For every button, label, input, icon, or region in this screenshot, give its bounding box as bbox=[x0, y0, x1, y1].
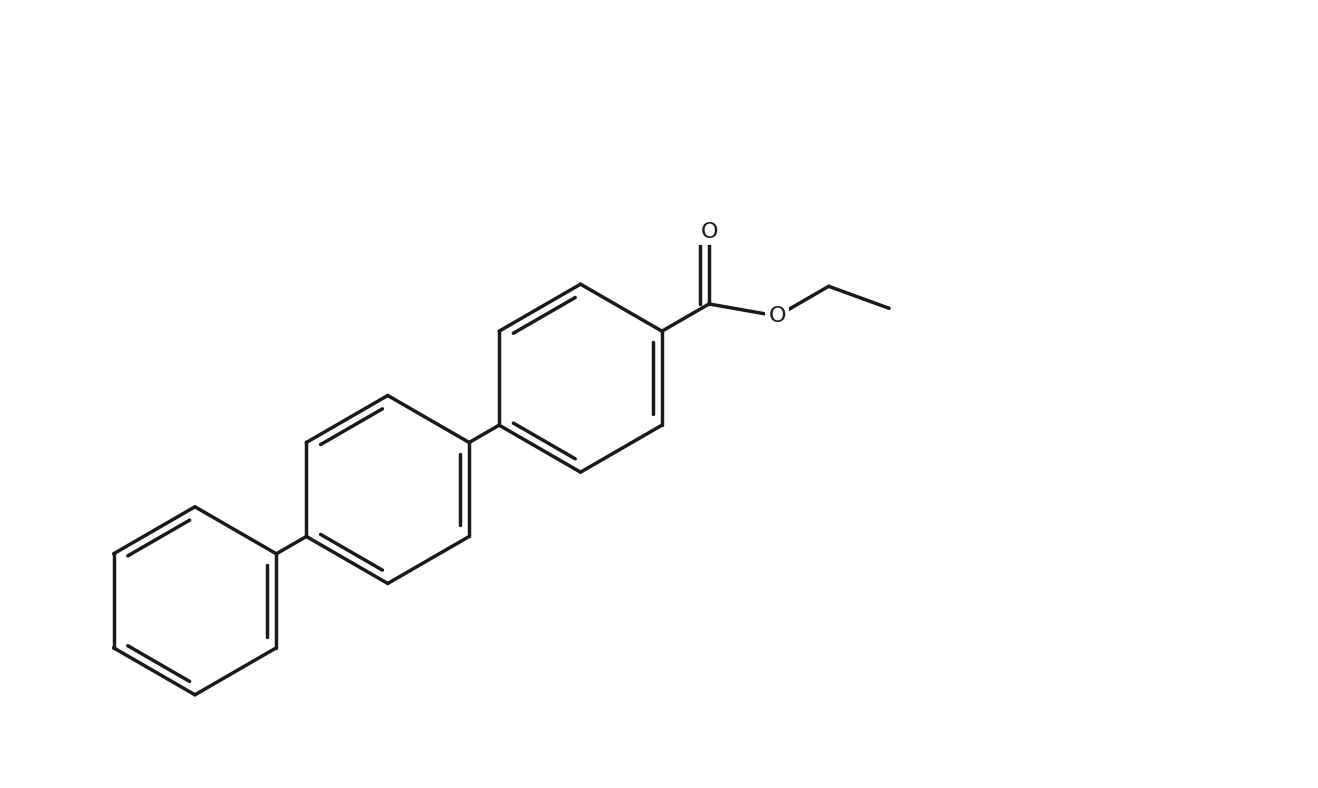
Text: O: O bbox=[700, 221, 718, 242]
Text: O: O bbox=[768, 306, 786, 326]
